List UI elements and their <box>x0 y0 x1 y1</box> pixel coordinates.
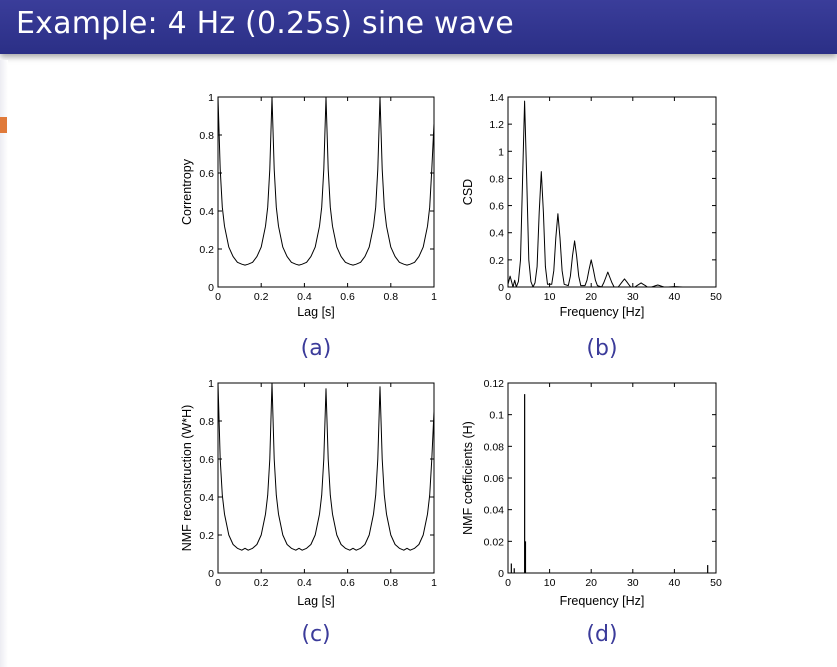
y-tick-label: 1 <box>208 92 214 104</box>
y-tick-label: 0.1 <box>489 410 504 422</box>
panel-caption-a: (a) <box>301 336 332 361</box>
x-tick-label: 50 <box>710 577 722 589</box>
series-line-b <box>507 100 716 288</box>
y-tick-label: 0.04 <box>484 505 505 517</box>
panel-c: 0 0.2 0.4 0.6 0.8 1 0 0.2 0.4 0.6 0.8 1 Lag [s] NMF r… <box>180 378 437 647</box>
y-axis-label: NMF coefficients (H) <box>461 421 475 535</box>
x-tick-label: 20 <box>585 577 597 589</box>
x-tick-label: 0.4 <box>297 577 312 589</box>
y-tick-label: 0.08 <box>484 441 505 453</box>
title-bar: Example: 4 Hz (0.25s) sine wave <box>0 0 837 54</box>
y-tick-label: 0 <box>498 568 504 580</box>
x-tick-label: 0.8 <box>383 291 398 303</box>
x-tick-label: 0.2 <box>254 291 269 303</box>
x-tick-label: 0 <box>505 577 511 589</box>
x-tick-label: 30 <box>627 291 639 303</box>
x-tick-label: 0.8 <box>383 577 398 589</box>
y-tick-label: 0.8 <box>489 173 504 185</box>
y-axis-label: NMF reconstruction (W*H) <box>180 405 194 552</box>
y-tick-label: 1.4 <box>489 92 504 104</box>
y-tick-label: 0.6 <box>489 201 504 213</box>
y-tick-label: 0.6 <box>199 168 214 180</box>
y-tick-label: 0 <box>498 282 504 294</box>
y-tick-label: 0.4 <box>489 228 504 240</box>
y-tick-label: 0 <box>208 282 214 294</box>
navigation-marker <box>0 117 7 133</box>
series-line-a <box>217 96 435 266</box>
x-tick-label: 10 <box>544 291 556 303</box>
x-axis-label: Frequency [Hz] <box>560 305 645 319</box>
y-tick-label: 0.2 <box>199 530 214 542</box>
plot-frame-a <box>217 96 435 288</box>
panel-caption-b: (b) <box>586 336 617 361</box>
x-tick-label: 0.6 <box>340 577 355 589</box>
plot-frame-d <box>507 382 717 574</box>
y-tick-label: 0.4 <box>199 492 214 504</box>
x-axis-label: Lag [s] <box>297 305 335 319</box>
y-axis-label: CSD <box>461 179 475 205</box>
y-tick-label: 0.2 <box>489 255 504 267</box>
x-tick-label: 20 <box>585 291 597 303</box>
y-tick-label: 0.8 <box>199 130 214 142</box>
left-margin-shade <box>0 60 8 667</box>
y-tick-label: 0.12 <box>484 378 505 390</box>
panel-caption-c: (c) <box>301 622 330 647</box>
y-tick-label: 0.2 <box>199 244 214 256</box>
y-tick-label: 0.06 <box>484 473 505 485</box>
y-tick-label: 0.6 <box>199 454 214 466</box>
panel-d: 0 10 20 30 40 50 0 0.02 0.04 0.06 0.08 0.1 0.12 Frequ… <box>461 378 722 647</box>
y-tick-label: 1 <box>498 146 504 158</box>
x-tick-label: 0 <box>215 291 221 303</box>
y-tick-label: 0 <box>208 568 214 580</box>
x-tick-label: 1 <box>431 291 437 303</box>
x-tick-label: 0.2 <box>254 577 269 589</box>
y-tick-label: 0.8 <box>199 416 214 428</box>
plot-frame-c <box>217 382 435 574</box>
panel-caption-d: (d) <box>586 622 617 647</box>
x-tick-label: 40 <box>669 291 681 303</box>
x-tick-label: 10 <box>544 577 556 589</box>
x-tick-label: 0 <box>215 577 221 589</box>
x-tick-label: 40 <box>669 577 681 589</box>
y-tick-label: 1 <box>208 378 214 390</box>
plot-frame-b <box>507 96 717 288</box>
x-tick-label: 0 <box>505 291 511 303</box>
y-tick-label: 0.4 <box>199 206 214 218</box>
x-tick-label: 50 <box>710 291 722 303</box>
x-tick-label: 0.6 <box>340 291 355 303</box>
x-tick-label: 1 <box>431 577 437 589</box>
y-tick-label: 1.2 <box>489 119 504 131</box>
panel-a: 0 0.2 0.4 0.6 0.8 1 0 0.2 0.4 0.6 0.8 1 Lag [s] Corre… <box>180 92 437 361</box>
x-axis-label: Lag [s] <box>297 594 335 608</box>
x-tick-label: 30 <box>627 577 639 589</box>
series-line-c <box>217 382 435 551</box>
slide-title: Example: 4 Hz (0.25s) sine wave <box>16 6 514 41</box>
x-axis-label: Frequency [Hz] <box>560 594 645 608</box>
x-tick-label: 0.4 <box>297 291 312 303</box>
panel-b: 0 10 20 30 40 50 0 0.2 0.4 0.6 0.8 1 1.2 1.4 Frequency… <box>461 92 722 361</box>
y-tick-label: 0.02 <box>484 536 505 548</box>
y-axis-label: Correntropy <box>180 158 194 225</box>
